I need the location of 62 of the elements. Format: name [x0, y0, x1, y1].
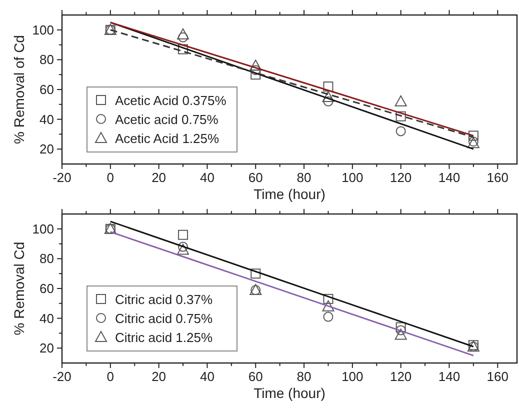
x-tick-label: 160: [486, 170, 508, 185]
point: [323, 294, 334, 304]
point: [468, 130, 478, 141]
x-tick-label: 40: [200, 369, 214, 384]
x-tick-label: 140: [438, 369, 460, 384]
x-tick-label: 120: [390, 170, 412, 185]
y-tick-label: 80: [40, 52, 54, 68]
point: [396, 126, 406, 136]
point: [323, 312, 334, 322]
legend-label: Acetic acid 0.75%: [115, 112, 219, 127]
legend-label: Acetic Acid 1.25%: [115, 131, 220, 146]
point: [322, 90, 334, 102]
x-tick-label: 40: [200, 170, 214, 185]
x-tick-label: 0: [106, 369, 114, 384]
y-tick-label: 100: [32, 221, 54, 236]
x-tick-label: 80: [296, 170, 312, 185]
point: [250, 70, 261, 80]
point: [394, 328, 407, 340]
x-tick-label: 20: [152, 170, 166, 185]
point: [178, 242, 188, 252]
legend-label: Citric acid 0.37%: [115, 292, 213, 307]
point: [177, 244, 190, 255]
point: [396, 322, 406, 332]
y-axis-title: % Removal of Cd: [11, 35, 27, 144]
point: [178, 44, 188, 54]
y-tick-label: 60: [40, 281, 54, 296]
y-tick-label: 40: [40, 310, 54, 326]
point: [178, 32, 188, 42]
y-tick-label: 20: [40, 142, 54, 157]
y-tick-label: 40: [40, 112, 54, 127]
y-tick-label: 100: [32, 22, 54, 38]
x-tick-label: 100: [342, 170, 364, 185]
point: [178, 230, 188, 240]
y-axis-title: % Removal Cd: [11, 242, 27, 336]
legend-label: Acetic Acid 0.375%: [115, 93, 227, 108]
x-tick-label: 100: [342, 369, 364, 384]
x-tick-label: 80: [296, 369, 312, 384]
x-tick-label: -20: [52, 369, 72, 384]
point: [323, 82, 334, 92]
legend-label: Citric acid 0.75%: [115, 311, 213, 326]
x-tick-label: 160: [486, 369, 508, 384]
x-tick-label: 60: [248, 170, 263, 185]
x-axis-title: Time (hour): [254, 385, 326, 401]
y-tick-label: 80: [40, 251, 54, 266]
legend-label: Citric acid 1.25%: [115, 330, 213, 345]
x-axis-title: Time (hour): [254, 186, 326, 202]
y-tick-label: 60: [40, 82, 54, 97]
x-tick-label: 140: [438, 170, 460, 185]
point: [394, 95, 407, 106]
point: [396, 325, 406, 336]
x-tick-label: 120: [390, 369, 412, 384]
y-tick-label: 20: [40, 340, 54, 356]
point: [177, 28, 190, 40]
point: [322, 300, 334, 312]
x-tick-label: -20: [52, 170, 72, 185]
x-tick-label: 20: [152, 369, 166, 384]
point: [250, 60, 262, 71]
point: [250, 268, 261, 279]
x-tick-label: 60: [248, 369, 263, 384]
point: [323, 96, 334, 106]
x-tick-label: 0: [106, 170, 114, 185]
point: [396, 111, 406, 122]
